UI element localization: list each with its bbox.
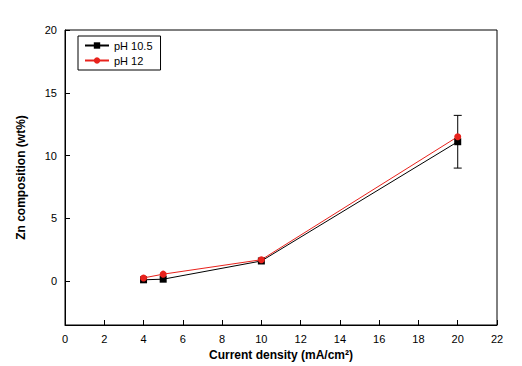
- svg-text:8: 8: [219, 333, 225, 345]
- svg-text:pH 10.5: pH 10.5: [114, 40, 153, 52]
- svg-text:0: 0: [62, 333, 68, 345]
- svg-text:12: 12: [295, 333, 307, 345]
- svg-text:22: 22: [491, 333, 503, 345]
- svg-text:14: 14: [334, 333, 346, 345]
- svg-text:2: 2: [101, 333, 107, 345]
- svg-text:6: 6: [180, 333, 186, 345]
- svg-text:20: 20: [452, 333, 464, 345]
- svg-text:15: 15: [45, 87, 57, 99]
- svg-text:5: 5: [51, 212, 57, 224]
- svg-text:pH 12: pH 12: [114, 55, 143, 67]
- svg-text:Current density (mA/cm²): Current density (mA/cm²): [209, 348, 353, 362]
- svg-text:0: 0: [51, 275, 57, 287]
- svg-text:16: 16: [373, 333, 385, 345]
- svg-text:20: 20: [45, 24, 57, 36]
- svg-text:4: 4: [140, 333, 146, 345]
- svg-text:18: 18: [412, 333, 424, 345]
- svg-text:10: 10: [45, 150, 57, 162]
- svg-text:Zn composition (wt%): Zn composition (wt%): [14, 115, 28, 240]
- svg-text:10: 10: [255, 333, 267, 345]
